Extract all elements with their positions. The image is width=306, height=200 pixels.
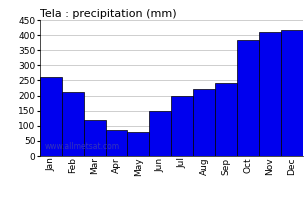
Bar xyxy=(128,132,149,156)
Text: Tela : precipitation (mm): Tela : precipitation (mm) xyxy=(40,9,176,19)
Text: www.allmetsat.com: www.allmetsat.com xyxy=(45,142,120,151)
Bar xyxy=(84,120,106,156)
Bar xyxy=(215,83,237,156)
Bar xyxy=(237,40,259,156)
Bar xyxy=(193,89,215,156)
Bar xyxy=(106,130,128,156)
Bar xyxy=(149,111,171,156)
Bar xyxy=(281,30,303,156)
Bar xyxy=(40,77,62,156)
Bar xyxy=(62,92,84,156)
Bar xyxy=(171,96,193,156)
Bar xyxy=(259,32,281,156)
